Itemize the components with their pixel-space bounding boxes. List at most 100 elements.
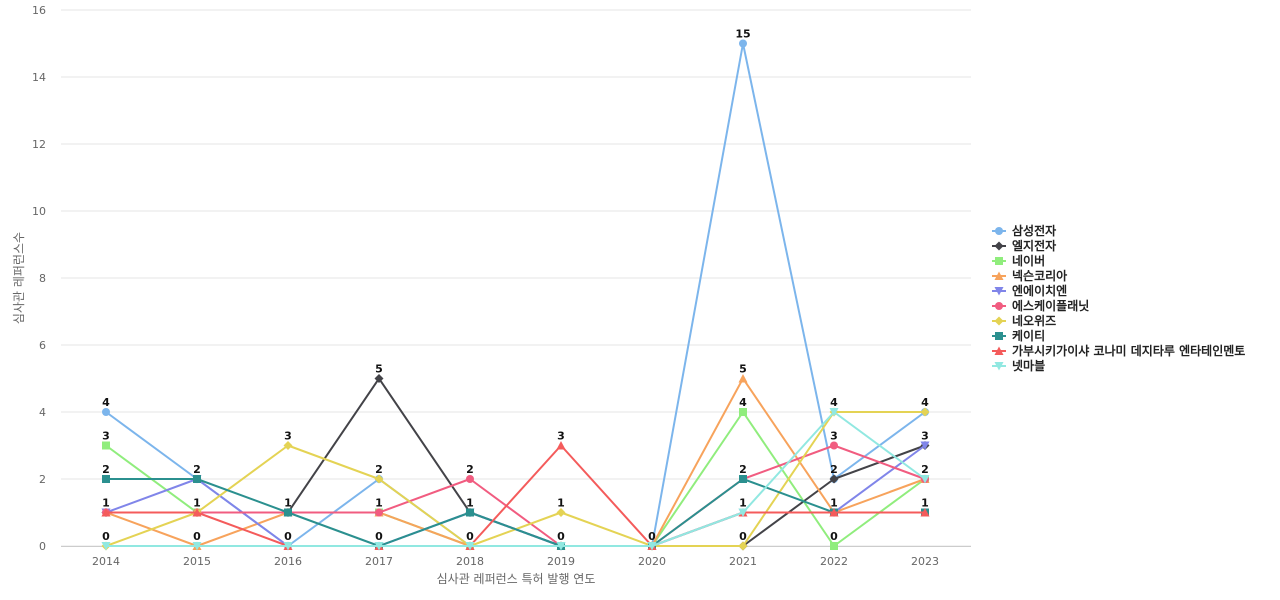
- data-point: [556, 441, 566, 450]
- legend-label: 케이티: [1012, 328, 1045, 343]
- legend-item[interactable]: 넥슨코리아: [992, 268, 1067, 283]
- legend-marker: [994, 287, 1004, 296]
- data-point: [192, 542, 202, 551]
- legend-label: 엘지전자: [1012, 238, 1056, 253]
- data-label: 2: [739, 463, 747, 476]
- data-label: 2: [830, 463, 838, 476]
- legend-item[interactable]: 네오위즈: [992, 313, 1056, 328]
- data-label: 1: [193, 497, 201, 510]
- legend-item[interactable]: 네이버: [992, 253, 1045, 268]
- legend-item[interactable]: 엘지전자: [992, 238, 1056, 253]
- data-point: [374, 374, 384, 383]
- legend-marker: [995, 302, 1003, 310]
- series-line: [106, 444, 925, 547]
- data-point: [739, 39, 747, 48]
- data-label: 0: [830, 530, 838, 543]
- data-label: 0: [284, 530, 292, 543]
- data-point: [920, 508, 930, 517]
- y-axis-title: 심사관 레퍼런스수: [12, 232, 26, 324]
- y-tick-label: 14: [32, 71, 46, 84]
- data-point: [102, 408, 110, 416]
- data-label: 1: [284, 497, 292, 510]
- data-label: 3: [830, 430, 838, 443]
- legend-marker: [994, 316, 1004, 326]
- data-label: 0: [466, 530, 474, 543]
- x-tick-label: 2014: [92, 555, 120, 568]
- data-label: 0: [648, 530, 656, 543]
- data-point: [466, 508, 474, 517]
- legend-label: 넷마블: [1012, 358, 1045, 373]
- data-point: [193, 475, 201, 483]
- data-point: [283, 542, 293, 551]
- data-point: [647, 542, 657, 551]
- data-point: [374, 474, 384, 484]
- data-label: 0: [102, 530, 110, 543]
- legend-label: 넥슨코리아: [1012, 268, 1067, 283]
- x-tick-label: 2018: [456, 555, 484, 568]
- legend-item[interactable]: 엔에이치엔: [992, 283, 1067, 298]
- series-10: [101, 408, 930, 551]
- data-point: [556, 508, 566, 517]
- data-point: [830, 542, 838, 550]
- data-label: 5: [375, 363, 383, 376]
- data-point: [920, 475, 930, 484]
- legend-marker: [995, 257, 1003, 265]
- data-label: 1: [102, 497, 110, 510]
- data-point: [738, 541, 748, 551]
- data-point: [739, 408, 747, 416]
- legend-marker: [995, 227, 1003, 235]
- x-tick-label: 2021: [729, 555, 757, 568]
- legend-item[interactable]: 삼성전자: [992, 223, 1056, 238]
- data-label: 4: [102, 396, 110, 409]
- data-point: [102, 475, 110, 483]
- legend-label: 네이버: [1012, 253, 1045, 268]
- data-label: 2: [921, 463, 929, 476]
- data-label: 3: [284, 430, 292, 443]
- data-label: 1: [921, 497, 929, 510]
- data-label: 2: [466, 463, 474, 476]
- data-point: [284, 508, 292, 517]
- series-line: [106, 377, 926, 547]
- x-axis-title: 심사관 레퍼런스 특허 발행 연도: [437, 571, 596, 586]
- x-tick-label: 2020: [638, 555, 666, 568]
- data-point: [102, 441, 110, 450]
- legend-item[interactable]: 넷마블: [992, 358, 1045, 373]
- data-point: [738, 374, 748, 383]
- data-label: 1: [557, 497, 565, 510]
- data-label: 4: [739, 396, 747, 409]
- data-label: 1: [466, 497, 474, 510]
- data-point: [101, 508, 111, 517]
- legend-item[interactable]: 에스케이플래닛: [992, 298, 1089, 313]
- legend-label: 엔에이치엔: [1012, 283, 1067, 298]
- data-label: 4: [830, 396, 838, 409]
- data-point: [101, 542, 111, 551]
- data-label: 3: [102, 430, 110, 443]
- legend-item[interactable]: 가부시키가이샤 코나미 데지타루 엔타테인멘토: [992, 343, 1245, 358]
- legend: 삼성전자엘지전자네이버넥슨코리아엔에이치엔에스케이플래닛네오위즈케이티가부시키가…: [992, 223, 1245, 373]
- x-tick-label: 2016: [274, 555, 302, 568]
- y-tick-label: 0: [39, 540, 46, 553]
- data-label: 2: [102, 463, 110, 476]
- data-point: [556, 542, 566, 551]
- legend-label: 에스케이플래닛: [1012, 298, 1089, 313]
- legend-marker: [994, 362, 1004, 371]
- x-axis-ticks: 2014 2015 2016 2017 2018 2019 2020 2021 2022 2023: [92, 555, 939, 568]
- data-label: 1: [375, 497, 383, 510]
- data-point: [829, 408, 839, 417]
- grid-lines: [61, 9, 971, 547]
- data-label: 15: [735, 28, 750, 41]
- series-lines: [101, 39, 930, 551]
- data-label: 0: [557, 530, 565, 543]
- series-1: [102, 39, 929, 550]
- series-line: [105, 42, 926, 547]
- y-tick-label: 2: [39, 473, 46, 486]
- legend-marker: [995, 332, 1003, 340]
- data-label: 3: [921, 430, 929, 443]
- data-point: [920, 407, 930, 417]
- x-tick-label: 2017: [365, 555, 393, 568]
- legend-marker: [994, 271, 1004, 280]
- data-point: [738, 508, 748, 517]
- legend-item[interactable]: 케이티: [992, 328, 1045, 343]
- data-label: 1: [739, 497, 747, 510]
